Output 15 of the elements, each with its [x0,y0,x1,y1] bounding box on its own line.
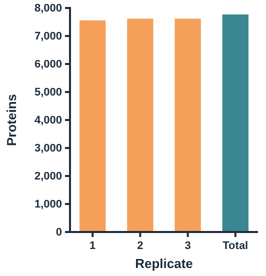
x-axis-title: Replicate [135,256,193,271]
y-tick-label: 4,000 [34,114,62,127]
y-tick-label: 2,000 [34,170,62,183]
y-tick-label: 6,000 [34,58,62,71]
y-tick-label: 7,000 [34,30,62,43]
x-tick-label: 3 [184,240,191,252]
y-tick-label: 5,000 [34,86,62,99]
y-tick-label: 0 [56,226,62,239]
x-tick-label: 1 [90,240,96,252]
x-tick-label: 2 [137,240,144,252]
y-axis-title: Proteins [4,94,19,146]
y-tick-label: 8,000 [34,2,62,15]
y-tick-label: 1,000 [34,198,62,211]
x-tick-label: Total [222,240,248,252]
y-tick-label: 3,000 [34,142,62,155]
